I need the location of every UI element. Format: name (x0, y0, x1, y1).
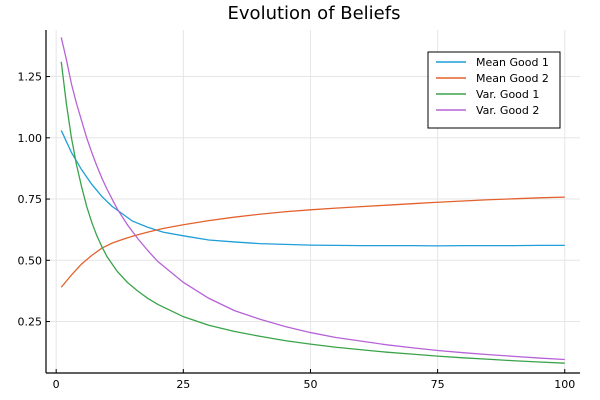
x-tick-label: 0 (53, 378, 60, 391)
x-tick-label: 25 (176, 378, 190, 391)
y-tick-label: 0.50 (18, 254, 43, 267)
series-line-mean-good-1 (60, 130, 565, 247)
chart-title: Evolution of Beliefs (228, 3, 401, 24)
y-tick-label: 1.00 (18, 132, 43, 145)
series-line-var-good-1 (60, 61, 565, 364)
axes: 0 25 50 75 100 0.25 0.50 0.75 1.00 1.25 (18, 30, 580, 391)
series-line-mean-good-2 (60, 196, 565, 288)
legend: Mean Good 1 Mean Good 2 Var. Good 1 Var. Go… (427, 51, 561, 129)
y-tick-label: 1.25 (18, 71, 43, 84)
legend-label: Mean Good 1 (476, 56, 549, 69)
legend-box (427, 51, 561, 129)
legend-label: Var. Good 1 (476, 88, 539, 101)
x-tick-label: 75 (431, 378, 445, 391)
y-tick-label: 0.25 (18, 316, 43, 329)
x-tick-label: 100 (554, 378, 575, 391)
x-tick-label: 50 (303, 378, 317, 391)
series-line-var-good-2 (60, 37, 565, 361)
plot-area (60, 37, 565, 364)
y-tick-label: 0.75 (18, 193, 43, 206)
legend-label: Mean Good 2 (476, 72, 549, 85)
legend-label: Var. Good 2 (476, 104, 539, 117)
